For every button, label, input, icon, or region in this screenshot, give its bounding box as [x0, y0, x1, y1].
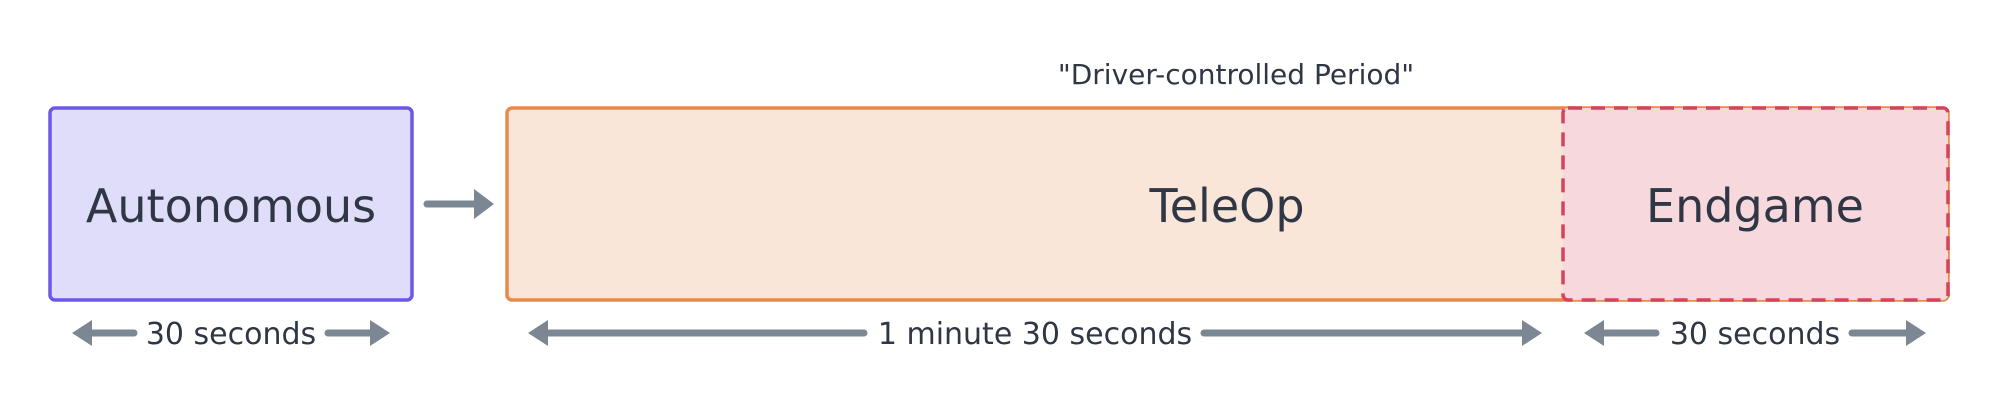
- endgame-label: Endgame: [1646, 179, 1864, 233]
- transition-arrow: [423, 189, 494, 219]
- autonomous-phase: Autonomous: [48, 106, 414, 302]
- teleop-duration-dimension: 1 minute 30 seconds: [528, 317, 1542, 352]
- driver-controlled-period-label: "Driver-controlled Period": [1058, 58, 1414, 91]
- autonomous-box: [48, 106, 414, 302]
- teleop-label: TeleOp: [1148, 179, 1304, 233]
- autonomous-duration-label: 30 seconds: [146, 317, 316, 352]
- autonomous-label: Autonomous: [86, 179, 376, 233]
- autonomous-duration-dimension: 30 seconds: [72, 317, 390, 352]
- endgame-duration-label: 30 seconds: [1670, 317, 1840, 352]
- teleop-duration-label: 1 minute 30 seconds: [878, 317, 1192, 352]
- endgame-duration-dimension: 30 seconds: [1584, 317, 1926, 352]
- endgame-phase: Endgame: [1561, 106, 1950, 302]
- endgame-box: [1561, 106, 1950, 302]
